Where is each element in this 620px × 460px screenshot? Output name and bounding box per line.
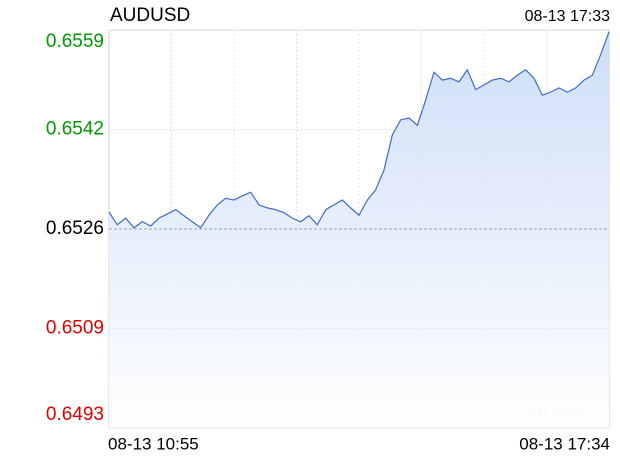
- y-tick-label: 0.6526: [46, 218, 104, 239]
- y-tick-label: 0.6509: [46, 318, 104, 339]
- x-tick-label: 08-13 10:55: [108, 434, 199, 453]
- y-tick-label: 0.6559: [46, 31, 104, 52]
- x-tick-label: 08-13 17:34: [519, 434, 610, 453]
- y-tick-label: 0.6542: [46, 119, 104, 140]
- y-tick-label: 0.6493: [46, 404, 104, 425]
- price-line: [108, 31, 610, 229]
- chart-title: AUDUSD: [110, 5, 190, 26]
- timestamp: 08-13 17:33: [525, 8, 611, 25]
